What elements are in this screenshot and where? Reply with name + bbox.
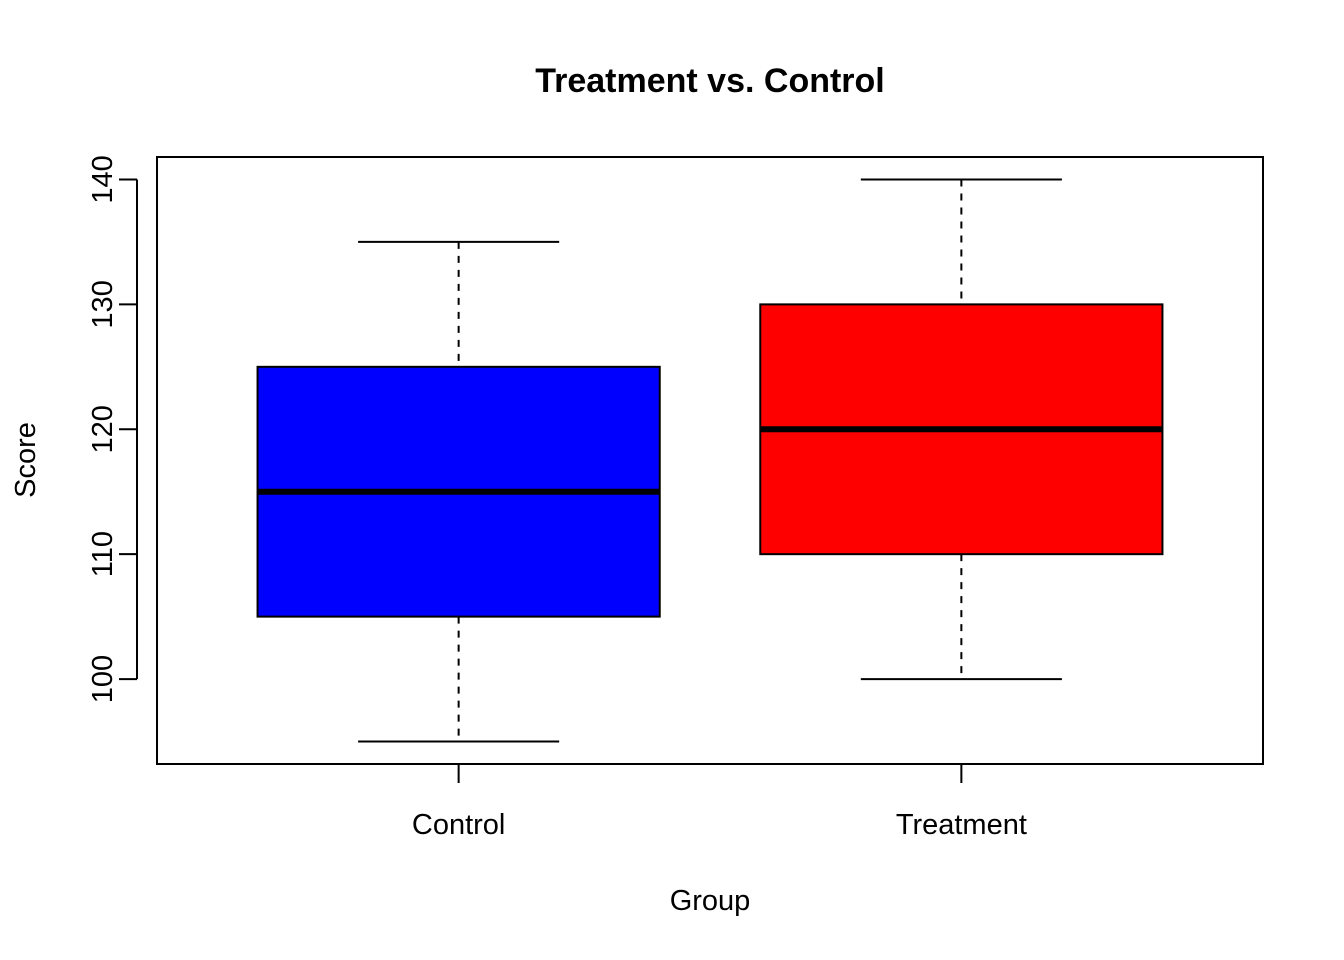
boxes-group [256,178,1164,743]
plot-frame [156,156,1264,765]
y-tick-label-130: 130 [87,280,119,328]
box-treatment [759,178,1164,681]
y-axis-label: Score [10,422,42,498]
box-control [256,240,661,743]
x-tick-label-control: Control [412,809,506,841]
y-tick-label-110: 110 [87,531,119,577]
x-axis: Control Treatment [412,764,1027,841]
y-axis: 100 110 120 130 140 [87,155,138,703]
x-tick-label-treatment: Treatment [896,809,1027,841]
chart-title: Treatment vs. Control [535,62,885,100]
y-tick-label-120: 120 [87,405,119,453]
y-tick-label-100: 100 [87,655,119,703]
y-tick-label-140: 140 [87,155,119,203]
x-axis-label: Group [670,885,751,917]
